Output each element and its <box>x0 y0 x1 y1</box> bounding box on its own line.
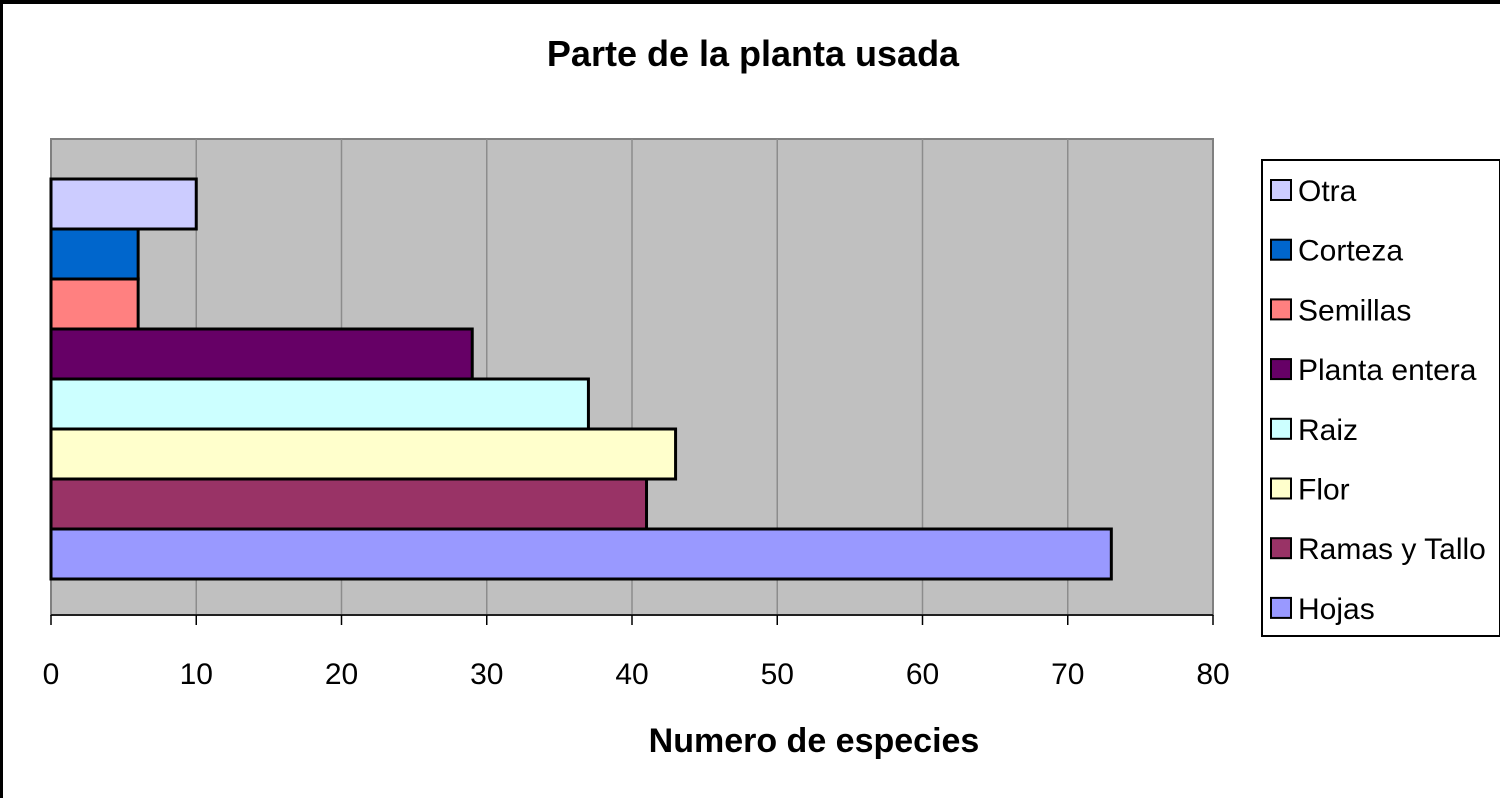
x-tick-label: 10 <box>180 658 213 691</box>
legend-swatch-otra <box>1270 179 1292 201</box>
legend: Otra Corteza Semillas Planta entera Raiz Flor… <box>1261 159 1500 637</box>
x-axis-ticks: 0 10 20 30 40 50 60 70 80 <box>43 614 1230 691</box>
bar-otra <box>49 177 198 231</box>
legend-swatch-planta-entera <box>1270 358 1292 381</box>
legend-label-flor: Flor <box>1298 474 1350 507</box>
bar-chart: Parte de la planta usada 0 10 20 30 40 50 60 70… <box>43 33 1500 760</box>
x-tick-label: 0 <box>43 658 60 691</box>
legend-box <box>1261 159 1500 637</box>
legend-label-corteza: Corteza <box>1298 235 1403 268</box>
legend-label-ramas-y-tallo: Ramas y Tallo <box>1298 533 1486 566</box>
bar-corteza <box>49 227 140 281</box>
legend-swatch-corteza <box>1270 238 1292 261</box>
chart-title: Parte de la planta usada <box>547 33 960 74</box>
legend-swatch-hojas <box>1270 596 1292 619</box>
bar-planta-entera <box>49 327 474 381</box>
legend-swatch-raiz <box>1270 417 1292 440</box>
x-tick-label: 60 <box>906 658 939 691</box>
legend-label-otra: Otra <box>1298 175 1357 208</box>
x-tick-label: 70 <box>1051 658 1084 691</box>
x-tick-label: 30 <box>470 658 503 691</box>
bar-semillas <box>49 277 140 331</box>
bar-flor <box>49 427 678 481</box>
legend-swatch-ramas-y-tallo <box>1270 537 1292 560</box>
x-axis-label: Numero de especies <box>649 722 980 760</box>
bars <box>49 177 1113 581</box>
legend-label-raiz: Raiz <box>1298 414 1358 447</box>
bar-ramas-y-tallo <box>49 477 649 531</box>
x-tick-label: 50 <box>761 658 794 691</box>
legend-swatch-flor <box>1270 477 1292 500</box>
legend-label-hojas: Hojas <box>1298 593 1375 626</box>
x-tick-label: 20 <box>325 658 358 691</box>
x-tick-label: 80 <box>1196 658 1229 691</box>
legend-swatch-semillas <box>1270 298 1292 321</box>
legend-label-semillas: Semillas <box>1298 294 1411 327</box>
bar-raiz <box>49 377 590 431</box>
legend-label-planta-entera: Planta entera <box>1298 354 1477 387</box>
x-tick-label: 40 <box>615 658 648 691</box>
bar-hojas <box>49 527 1113 581</box>
